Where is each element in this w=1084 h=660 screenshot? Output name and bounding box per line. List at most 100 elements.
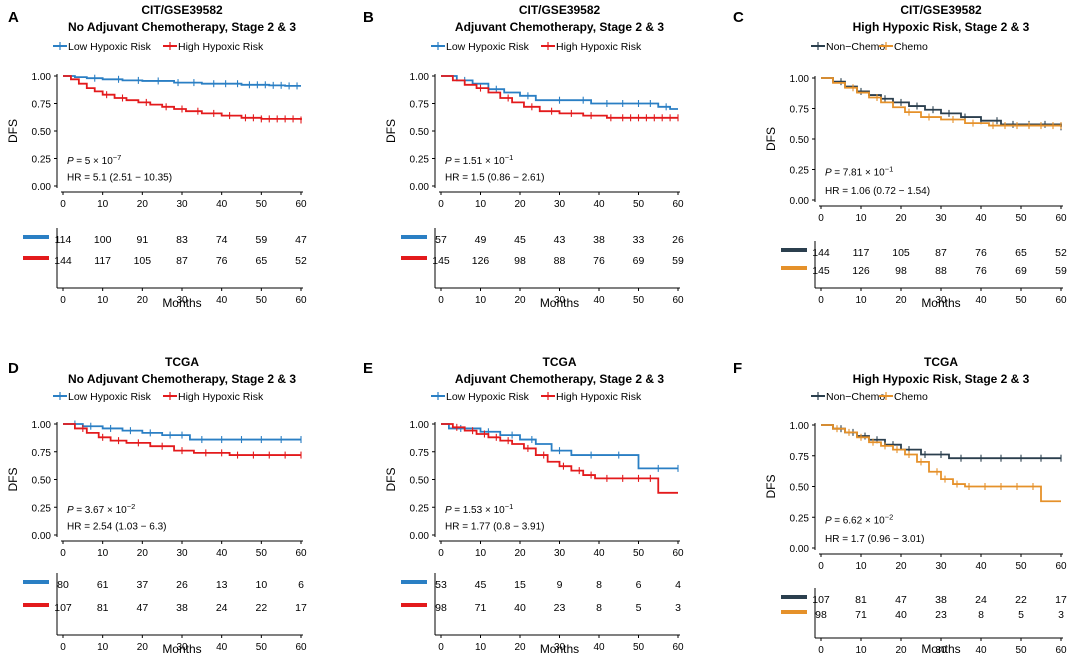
legend: Low Hypoxic Risk High Hypoxic Risk xyxy=(431,391,642,403)
risk-count: 57 xyxy=(435,234,447,246)
hazard-ratio: HR = 1.7 (0.96 − 3.01) xyxy=(825,534,925,545)
risk-count: 15 xyxy=(514,579,526,591)
y-tick-label: 0.75 xyxy=(790,452,810,463)
legend-entry: Low Hypoxic Risk xyxy=(68,41,152,53)
risk-count: 38 xyxy=(176,602,188,614)
risk-count: 100 xyxy=(94,234,112,246)
y-tick-label: 0.25 xyxy=(790,513,810,524)
x-tick-label: 60 xyxy=(1055,213,1067,224)
risk-count: 13 xyxy=(216,579,228,591)
risk-count: 126 xyxy=(852,265,870,277)
y-axis-title: DFS xyxy=(764,127,778,151)
p-label: P = xyxy=(825,515,843,526)
x-tick-label: 10 xyxy=(97,199,109,210)
risk-swatch xyxy=(781,248,807,252)
x-tick-label: 40 xyxy=(593,548,605,559)
panel-f: F TCGA High Hypoxic Risk, Stage 2 & 3 Non−C… xyxy=(733,355,1067,656)
y-tick-label: 0.50 xyxy=(410,127,430,138)
risk-x-tick-label: 10 xyxy=(97,295,109,306)
risk-count: 40 xyxy=(895,609,907,621)
p-value: P = 1.51 × 10−1 xyxy=(445,153,513,167)
y-tick-label: 1.00 xyxy=(790,74,810,85)
risk-count: 76 xyxy=(975,265,987,277)
panel-subtitle: No Adjuvant Chemotherapy, Stage 2 & 3 xyxy=(68,20,296,34)
risk-swatch xyxy=(401,580,427,584)
risk-swatch xyxy=(781,595,807,599)
risk-count: 87 xyxy=(176,255,188,267)
panel-title: CIT/GSE39582 xyxy=(141,3,223,17)
panel-label: B xyxy=(363,9,374,26)
risk-count: 59 xyxy=(255,234,267,246)
x-tick-label: 30 xyxy=(176,548,188,559)
x-tick-label: 10 xyxy=(475,548,487,559)
risk-x-tick-label: 40 xyxy=(975,295,987,306)
risk-x-tick-label: 20 xyxy=(514,642,526,653)
x-tick-label: 10 xyxy=(855,213,867,224)
legend-entry: Non−Chemo xyxy=(826,41,885,53)
x-tick-label: 0 xyxy=(60,548,66,559)
y-tick-label: 0.50 xyxy=(790,135,810,146)
risk-count: 38 xyxy=(935,594,947,606)
risk-x-tick-label: 0 xyxy=(818,645,824,656)
y-tick-label: 0.00 xyxy=(790,544,810,555)
y-axis-title: DFS xyxy=(384,119,398,143)
risk-count: 3 xyxy=(675,602,681,614)
panel-d: D TCGA No Adjuvant Chemotherapy, Stage 2 &… xyxy=(6,355,307,656)
risk-count: 6 xyxy=(636,579,642,591)
y-axis-title: DFS xyxy=(6,468,20,492)
y-tick-label: 1.00 xyxy=(790,421,810,432)
risk-x-tick-label: 20 xyxy=(895,295,907,306)
y-tick-label: 0.50 xyxy=(32,476,52,487)
risk-swatch xyxy=(23,235,49,239)
risk-x-tick-label: 10 xyxy=(475,642,487,653)
p-mantissa: 5 × 10 xyxy=(85,156,114,167)
p-exponent: −7 xyxy=(113,153,122,162)
panel-label: A xyxy=(8,9,19,26)
risk-x-tick-label: 50 xyxy=(256,295,268,306)
x-axis-title: Months xyxy=(540,642,579,656)
risk-count: 126 xyxy=(472,255,490,267)
panel-a: A CIT/GSE39582 No Adjuvant Chemotherapy, S… xyxy=(6,3,307,310)
risk-count: 33 xyxy=(633,234,645,246)
risk-count: 88 xyxy=(935,265,947,277)
y-tick-label: 1.00 xyxy=(410,72,430,83)
risk-x-tick-label: 60 xyxy=(295,295,307,306)
risk-x-tick-label: 30 xyxy=(554,642,566,653)
risk-count: 43 xyxy=(554,234,566,246)
risk-x-tick-label: 60 xyxy=(1055,645,1067,656)
x-axis-title: Months xyxy=(921,296,960,310)
risk-count: 52 xyxy=(1055,247,1067,259)
p-value: P = 3.67 × 10−2 xyxy=(67,502,135,516)
risk-x-tick-label: 60 xyxy=(295,642,307,653)
risk-count: 17 xyxy=(1055,594,1067,606)
risk-x-tick-label: 40 xyxy=(216,642,228,653)
p-exponent: −2 xyxy=(885,512,894,521)
panel-c: C CIT/GSE39582 High Hypoxic Risk, Stage 2 … xyxy=(733,3,1067,310)
p-label: P = xyxy=(825,168,843,179)
y-tick-label: 0.00 xyxy=(790,196,810,207)
risk-x-tick-label: 60 xyxy=(672,642,684,653)
km-curve xyxy=(441,423,678,470)
p-label: P = xyxy=(445,505,463,516)
y-axis-title: DFS xyxy=(384,468,398,492)
x-tick-label: 50 xyxy=(1015,561,1027,572)
risk-count: 8 xyxy=(596,579,602,591)
risk-count: 8 xyxy=(596,602,602,614)
risk-count: 17 xyxy=(295,602,307,614)
x-tick-label: 30 xyxy=(935,561,947,572)
risk-count: 81 xyxy=(855,594,867,606)
panel-title: TCGA xyxy=(924,355,958,369)
risk-count: 40 xyxy=(514,602,526,614)
risk-x-tick-label: 40 xyxy=(975,645,987,656)
panel-subtitle: High Hypoxic Risk, Stage 2 & 3 xyxy=(853,372,1030,386)
p-label: P = xyxy=(67,156,85,167)
panel-label: D xyxy=(8,360,19,377)
x-tick-label: 30 xyxy=(554,548,566,559)
y-tick-label: 0.25 xyxy=(410,503,430,514)
y-tick-label: 1.00 xyxy=(32,72,52,83)
x-tick-label: 10 xyxy=(855,561,867,572)
risk-x-tick-label: 0 xyxy=(818,295,824,306)
x-tick-label: 0 xyxy=(818,561,824,572)
x-tick-label: 40 xyxy=(975,213,987,224)
risk-x-tick-label: 50 xyxy=(633,642,645,653)
